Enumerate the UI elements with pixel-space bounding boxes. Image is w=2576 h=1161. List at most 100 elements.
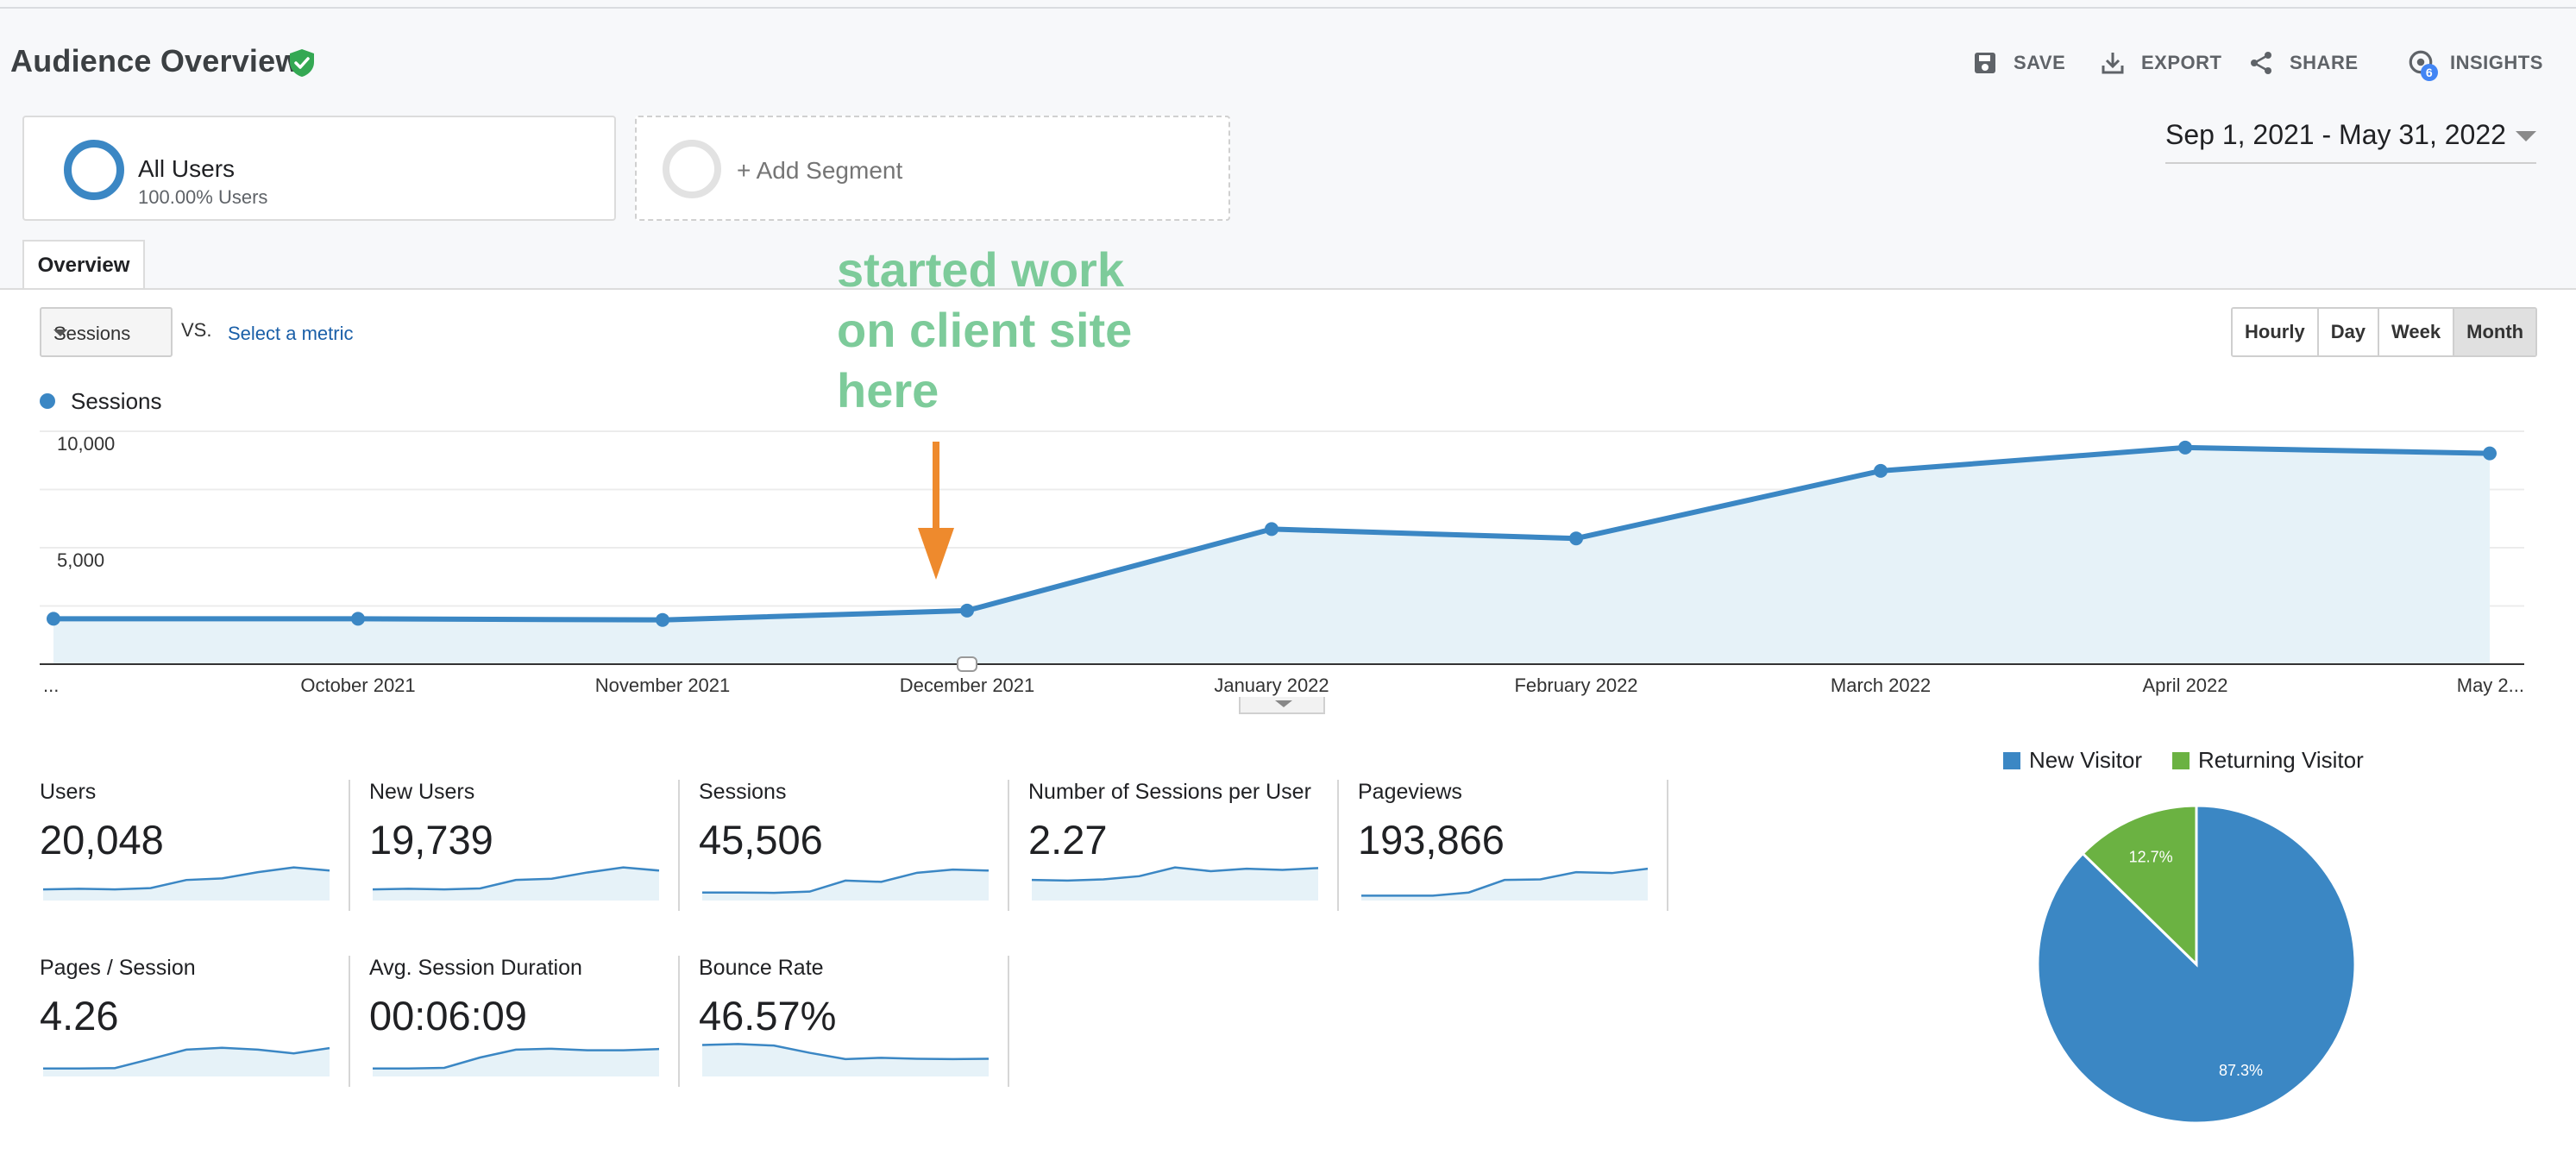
metric-tile[interactable]: Users 20,048 bbox=[40, 780, 369, 909]
sparkline-line bbox=[42, 866, 330, 891]
sessions-point[interactable] bbox=[1874, 463, 1888, 478]
x-tick-label: ... bbox=[43, 675, 59, 696]
metric-sparkline bbox=[702, 868, 990, 901]
sparkline-line bbox=[702, 868, 990, 894]
metric-select[interactable]: Sessions bbox=[40, 307, 173, 357]
sparkline-area bbox=[1361, 869, 1648, 901]
export-button[interactable]: EXPORT bbox=[2100, 48, 2221, 78]
all-users-segment[interactable]: All Users 100.00% Users bbox=[22, 116, 616, 221]
sparkline-line bbox=[43, 1046, 330, 1070]
sessions-legend-dot bbox=[40, 393, 55, 409]
insights-icon: 6 bbox=[2407, 48, 2438, 81]
tab-overview[interactable]: Overview bbox=[22, 240, 145, 290]
chart-annotation-marker-icon[interactable] bbox=[957, 656, 977, 672]
verified-shield-icon bbox=[290, 49, 314, 77]
y-tick-label: 5,000 bbox=[57, 549, 104, 571]
sparkline-area bbox=[1032, 867, 1318, 901]
sessions-point[interactable] bbox=[1569, 531, 1583, 546]
tab-divider bbox=[0, 288, 2576, 290]
save-icon bbox=[1975, 53, 1995, 73]
save-button[interactable]: SAVE bbox=[1972, 48, 2065, 78]
insights-button[interactable]: 6 INSIGHTS bbox=[2407, 48, 2543, 81]
sparkline-area bbox=[43, 1047, 330, 1076]
segment-bar: All Users 100.00% Users + Add Segment Ov… bbox=[0, 98, 2576, 290]
annotation-text: started work on client site here bbox=[837, 242, 1133, 417]
metric-value: 2.27 bbox=[1028, 817, 1108, 863]
metric-divider bbox=[349, 956, 350, 1087]
sessions-point[interactable] bbox=[1265, 522, 1279, 537]
pie-legend-returning: Returning Visitor bbox=[2172, 747, 2364, 774]
x-tick-label: April 2022 bbox=[2142, 675, 2227, 696]
sessions-point[interactable] bbox=[351, 612, 365, 626]
metric-tile[interactable]: New Users 19,739 bbox=[369, 780, 699, 909]
insights-badge: 6 bbox=[2421, 64, 2438, 81]
add-segment-button[interactable]: + Add Segment bbox=[635, 116, 1230, 221]
share-icon bbox=[2251, 52, 2271, 74]
sessions-point[interactable] bbox=[2178, 440, 2192, 455]
metric-sparkline bbox=[373, 1047, 660, 1076]
date-range-picker[interactable]: Sep 1, 2021 - May 31, 2022 bbox=[2165, 119, 2536, 164]
period-month-button[interactable]: Month bbox=[2454, 309, 2536, 355]
metric-tile[interactable]: Pageviews 193,866 bbox=[1358, 780, 1687, 909]
sessions-chart: 10,000 5,000... October 2021 November 2021 D… bbox=[40, 430, 2524, 696]
metric-value: 45,506 bbox=[699, 817, 823, 863]
period-week-button[interactable]: Week bbox=[2379, 309, 2455, 355]
pie-legend-new: New Visitor bbox=[2003, 747, 2142, 774]
sessions-point[interactable] bbox=[656, 612, 669, 627]
metric-sparkline bbox=[372, 866, 660, 901]
metric-value: 19,739 bbox=[369, 817, 493, 863]
metric-value: 00:06:09 bbox=[369, 993, 527, 1039]
metric-sparkline bbox=[701, 1043, 990, 1076]
x-tick-label: December 2021 bbox=[900, 675, 1035, 696]
add-segment-ring-icon bbox=[663, 140, 721, 198]
metric-label: Pageviews bbox=[1358, 780, 1462, 804]
period-hourly-button[interactable]: Hourly bbox=[2233, 309, 2319, 355]
metric-label: New Users bbox=[369, 780, 475, 804]
sparkline-line bbox=[373, 1047, 660, 1070]
x-tick-label: March 2022 bbox=[1831, 675, 1931, 696]
export-label: EXPORT bbox=[2141, 52, 2222, 73]
legend-swatch-new bbox=[2003, 751, 2020, 769]
sessions-legend-label: Sessions bbox=[71, 388, 162, 414]
metric-divider bbox=[678, 956, 680, 1087]
metric-label: Number of Sessions per User bbox=[1028, 780, 1311, 804]
sparkline-line bbox=[701, 1043, 990, 1061]
top-divider bbox=[0, 7, 2576, 9]
metric-value: 46.57% bbox=[699, 993, 837, 1039]
sparkline-line bbox=[372, 866, 660, 891]
metric-tile[interactable]: Number of Sessions per User 2.27 bbox=[1028, 780, 1358, 909]
metric-label: Pages / Session bbox=[40, 956, 196, 980]
metric-tile[interactable]: Bounce Rate 46.57% bbox=[699, 956, 1028, 1085]
vs-label: VS. bbox=[181, 319, 212, 341]
metric-tile[interactable]: Pages / Session 4.26 bbox=[40, 956, 369, 1085]
annotation-arrow-icon bbox=[918, 442, 954, 580]
sessions-point[interactable] bbox=[960, 603, 974, 618]
pie-slice-returning-visitor[interactable] bbox=[2081, 804, 2198, 968]
metric-sparkline bbox=[1361, 867, 1649, 901]
date-range-label: Sep 1, 2021 - May 31, 2022 bbox=[2165, 119, 2506, 150]
metric-tile[interactable]: Sessions 45,506 bbox=[699, 780, 1028, 909]
metric-divider bbox=[1008, 956, 1009, 1087]
sparkline-area bbox=[702, 869, 989, 901]
visitor-pie-chart: 87.3% 12.7% bbox=[2036, 804, 2357, 1125]
metric-sparkline bbox=[43, 1046, 330, 1076]
period-day-button[interactable]: Day bbox=[2318, 309, 2380, 355]
x-tick-label: February 2022 bbox=[1514, 675, 1637, 696]
sparkline-area bbox=[373, 867, 659, 901]
metric-tile[interactable]: Avg. Session Duration 00:06:09 bbox=[369, 956, 699, 1085]
segment-title: All Users bbox=[138, 155, 236, 182]
sessions-point[interactable] bbox=[47, 612, 60, 626]
chart-resize-handle[interactable] bbox=[1239, 697, 1325, 714]
report-header: Audience Overview SAVE EXPORT SHARE bbox=[0, 0, 2576, 100]
metric-sparkline bbox=[1031, 866, 1319, 901]
pie-slice-label: 12.7% bbox=[2129, 849, 2173, 866]
sessions-point[interactable] bbox=[2483, 446, 2497, 461]
sessions-area bbox=[53, 447, 2490, 664]
select-metric-link[interactable]: Select a metric bbox=[228, 323, 354, 344]
add-segment-label: + Add Segment bbox=[737, 157, 903, 184]
legend-swatch-returning bbox=[2172, 751, 2190, 769]
chevron-down-icon bbox=[53, 329, 67, 336]
x-tick-label: January 2022 bbox=[1214, 675, 1329, 696]
x-tick-label: May 2... bbox=[2457, 675, 2524, 696]
share-button[interactable]: SHARE bbox=[2248, 48, 2359, 78]
